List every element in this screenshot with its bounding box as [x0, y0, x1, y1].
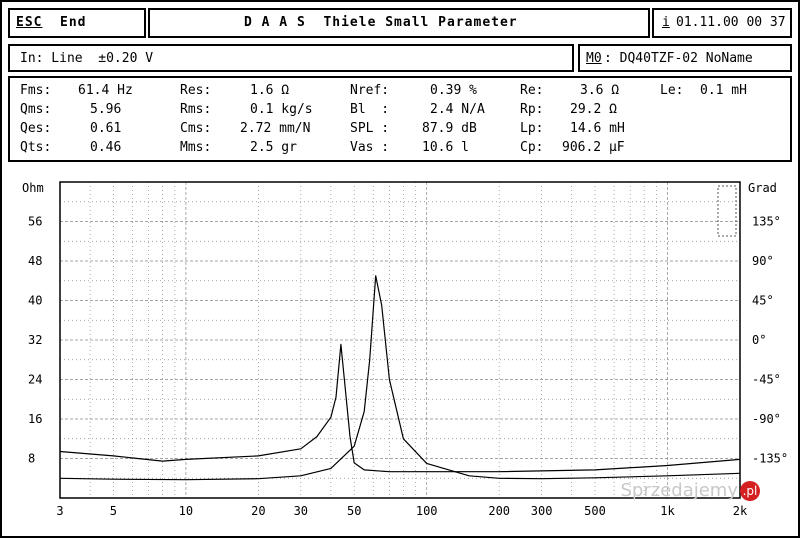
x-tick-label: 500 — [584, 504, 606, 518]
param-nref-label: Nref: — [350, 83, 390, 98]
info-button[interactable]: i — [662, 15, 670, 30]
x-tick-label: 30 — [294, 504, 308, 518]
param-qes-value: 0.61 — [90, 121, 122, 136]
right-tick-label: -45° — [752, 373, 781, 387]
chart-grid — [59, 182, 741, 498]
left-tick-label: 16 — [28, 412, 42, 426]
param-mms-label: Mms: — [180, 140, 212, 155]
param-cms-label: Cms: — [180, 121, 212, 136]
param-re-label: Re: — [520, 83, 544, 98]
param-qts-label: Qts: — [20, 140, 52, 155]
x-tick-label: 3 — [56, 504, 63, 518]
x-tick-label: 1k — [660, 504, 675, 518]
param-qts-value: 0.46 — [90, 140, 122, 155]
right-tick-label: 0° — [752, 333, 766, 347]
left-tick-label: 40 — [28, 294, 42, 308]
left-tick-label: 8 — [28, 452, 35, 466]
datetime-box — [652, 8, 792, 38]
param-spl-value: 87.9 dB — [422, 121, 477, 136]
impedance-curve — [59, 275, 741, 481]
param-rp-label: Rp: — [520, 102, 544, 117]
x-axis-ticks: 3 5 10 20 30 50 100 200 300 500 1k 2k — [56, 504, 748, 518]
param-le-value: 0.1 mH — [700, 83, 747, 98]
x-tick-label: 100 — [416, 504, 438, 518]
param-re-value: 3.6 Ω — [580, 83, 620, 98]
param-qms-value: 5.96 — [90, 102, 122, 117]
left-axis-ticks: 56 48 40 32 24 16 8 — [28, 215, 42, 466]
param-cp-label: Cp: — [520, 140, 544, 155]
left-tick-label: 24 — [28, 373, 42, 387]
param-spl-label: SPL : — [350, 121, 390, 136]
param-rp-value: 29.2 Ω — [570, 102, 617, 117]
param-le-label: Le: — [660, 83, 684, 98]
x-tick-label: 5 — [110, 504, 117, 518]
title-box — [148, 8, 650, 38]
right-axis-label: Grad — [748, 181, 777, 195]
datetime-text: 01.11.00 00 37 — [676, 15, 786, 30]
x-tick-label: 200 — [488, 504, 510, 518]
param-qms-label: Qms: — [20, 102, 52, 117]
param-nref-value: 0.39 % — [430, 83, 477, 98]
right-tick-label: 45° — [752, 294, 774, 308]
right-tick-label: 135° — [752, 215, 781, 229]
param-rms-value: 0.1 kg/s — [250, 102, 313, 117]
side-scroll-widget[interactable] — [717, 185, 737, 237]
left-axis-label: Ohm — [22, 181, 44, 195]
left-tick-label: 56 — [28, 215, 42, 229]
param-fms-value: 61.4 Hz — [78, 83, 133, 98]
right-tick-label: -135° — [752, 452, 788, 466]
param-bl-label: Bl : — [350, 102, 390, 117]
param-mms-value: 2.5 gr — [250, 140, 297, 155]
memory-box — [578, 44, 792, 72]
param-fms-label: Fms: — [20, 83, 52, 98]
left-tick-label: 48 — [28, 254, 42, 268]
watermark-logo: Sprzedajemy .pl — [621, 480, 760, 501]
x-tick-label: 300 — [531, 504, 553, 518]
menu-box — [8, 8, 146, 38]
param-res-value: 1.6 Ω — [250, 83, 290, 98]
param-vas-value: 10.6 l — [422, 140, 469, 155]
param-rms-label: Rms: — [180, 102, 212, 117]
page-title: D A A S Thiele Small Parameter — [244, 15, 518, 30]
left-tick-label: 32 — [28, 333, 42, 347]
x-tick-label: 2k — [733, 504, 748, 518]
right-axis-ticks: 135° 90° 45° 0° -45° -90° -135° — [752, 215, 788, 466]
x-tick-label: 50 — [347, 504, 361, 518]
param-res-label: Res: — [180, 83, 212, 98]
param-lp-label: Lp: — [520, 121, 544, 136]
memory-slot-button[interactable]: M0 — [586, 51, 602, 66]
param-lp-value: 14.6 mH — [570, 121, 625, 136]
params-panel — [8, 76, 792, 162]
plot-area — [59, 181, 741, 499]
input-box — [8, 44, 574, 72]
end-button[interactable]: End — [60, 15, 87, 30]
chart-series — [59, 275, 741, 481]
input-level[interactable]: In: Line ±0.20 V — [20, 51, 154, 66]
right-tick-label: -90° — [752, 412, 781, 426]
x-tick-label: 20 — [251, 504, 265, 518]
phase-curve — [59, 343, 741, 473]
memory-name: : DQ40TZF-02 NoName — [604, 51, 753, 66]
param-cms-value: 2.72 mm/N — [240, 121, 311, 136]
param-qes-label: Qes: — [20, 121, 52, 136]
param-vas-label: Vas : — [350, 140, 390, 155]
esc-button[interactable]: ESC — [16, 15, 43, 30]
x-tick-label: 10 — [179, 504, 193, 518]
right-tick-label: 90° — [752, 254, 774, 268]
param-bl-value: 2.4 N/A — [430, 102, 485, 117]
param-cp-value: 906.2 µF — [562, 140, 625, 155]
